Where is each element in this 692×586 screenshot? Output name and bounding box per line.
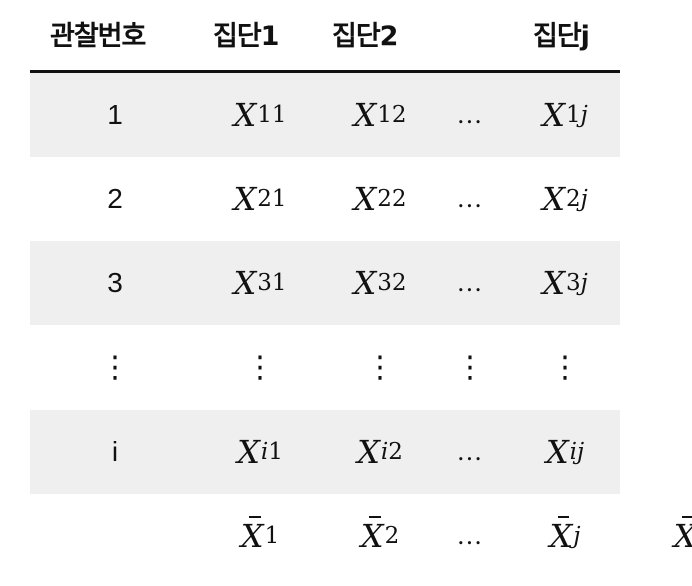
value-cell: X 3j <box>542 264 588 302</box>
value-cell: X 31 <box>233 264 287 302</box>
table-row: 1 X 11 X 12 ... X 1j <box>30 73 620 157</box>
table-row: 2 X 21 X 22 ... X 2j <box>30 157 620 241</box>
vertical-ellipsis: ⋮ <box>365 350 395 385</box>
vertical-ellipsis: ⋮ <box>455 350 485 385</box>
ellipsis: ... <box>457 185 483 213</box>
ellipsis: ... <box>457 438 483 466</box>
observation-number: i <box>111 436 119 467</box>
observation-number: 1 <box>107 99 123 130</box>
value-cell: X 1j <box>542 96 588 134</box>
vertical-ellipsis: ⋮ <box>245 350 275 385</box>
observation-number: 2 <box>107 183 123 214</box>
header-group-j: 집단j <box>533 21 590 52</box>
header-group-2: 집단2 <box>332 21 398 52</box>
grand-mean: X <box>660 494 692 578</box>
value-cell: X 12 <box>353 96 407 134</box>
data-table: 관찰번호 집단1 집단2 집단j 1 X 11 X 12 ... X 1j 2 X 21… <box>30 0 692 578</box>
table-header: 관찰번호 집단1 집단2 집단j <box>30 0 620 73</box>
ellipsis: ... <box>457 269 483 297</box>
ellipsis: ... <box>457 522 483 550</box>
observation-number: 3 <box>107 267 123 298</box>
value-cell: X 2j <box>542 180 588 218</box>
means-row: X1 X2 ... Xj X <box>30 494 692 578</box>
table-row: 3 X 31 X 32 ... X 3j <box>30 241 620 325</box>
vertical-ellipsis: ⋮ <box>100 350 130 385</box>
vdots-row: ⋮ ⋮ ⋮ ⋮ ⋮ <box>30 325 620 410</box>
header-observation-number: 관찰번호 <box>50 21 146 52</box>
value-cell: X 32 <box>353 264 407 302</box>
value-cell: X 21 <box>233 180 287 218</box>
vertical-ellipsis: ⋮ <box>550 350 580 385</box>
header-group-1: 집단1 <box>213 21 279 52</box>
value-cell: X 22 <box>353 180 407 218</box>
value-cell: X 11 <box>233 96 287 134</box>
ellipsis: ... <box>457 101 483 129</box>
